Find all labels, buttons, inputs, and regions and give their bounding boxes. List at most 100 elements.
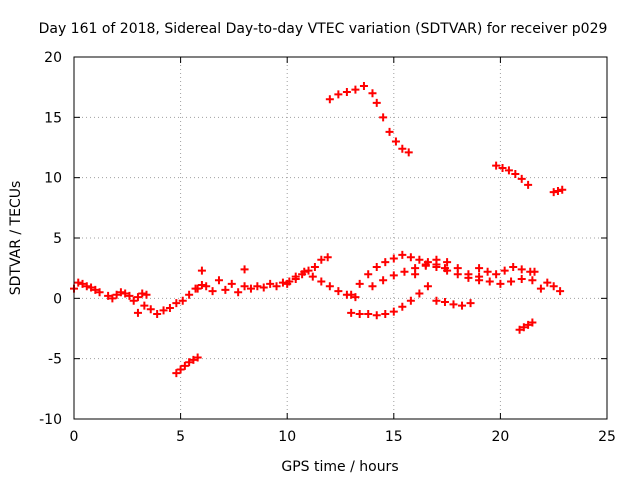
data-point	[108, 294, 117, 303]
data-point	[172, 369, 181, 378]
data-point	[300, 267, 309, 276]
y-axis-label: SDTVAR / TECUs	[8, 181, 24, 296]
data-point	[398, 302, 407, 311]
data-point	[398, 144, 407, 153]
data-series-arc-6	[240, 253, 332, 293]
data-point	[498, 164, 507, 173]
data-series-arc-17	[530, 267, 565, 296]
data-point	[227, 279, 236, 288]
data-point	[87, 283, 96, 292]
data-point	[140, 301, 149, 310]
data-series-arc-2	[104, 288, 151, 305]
data-point	[104, 291, 113, 300]
data-point	[530, 267, 539, 276]
data-point	[368, 282, 377, 291]
data-point	[504, 166, 513, 175]
data-point	[334, 287, 343, 296]
data-point	[432, 262, 441, 271]
data-point	[202, 282, 211, 291]
data-point	[368, 89, 377, 98]
data-point	[197, 281, 206, 290]
data-point	[291, 275, 300, 284]
data-point	[121, 289, 130, 298]
data-point	[364, 310, 373, 319]
data-point	[492, 270, 501, 279]
data-point	[381, 310, 390, 319]
data-point	[421, 260, 430, 269]
data-point	[240, 282, 249, 291]
data-point	[334, 90, 343, 99]
data-point	[325, 95, 334, 104]
data-point	[400, 267, 409, 276]
data-point	[308, 272, 317, 281]
data-point	[347, 308, 356, 317]
data-point	[458, 301, 467, 310]
data-point	[146, 305, 155, 314]
data-point	[372, 262, 381, 271]
data-point	[528, 276, 537, 285]
data-point	[379, 113, 388, 122]
data-point	[466, 299, 475, 308]
data-point	[272, 282, 281, 291]
data-point	[549, 188, 558, 197]
data-series-arc-4	[172, 353, 202, 378]
data-point	[317, 255, 326, 264]
data-point	[153, 310, 162, 319]
data-point	[129, 296, 138, 305]
y-tick-label: 0	[53, 291, 62, 307]
data-point	[415, 255, 424, 264]
data-series-arc-18	[549, 185, 567, 197]
data-point	[214, 276, 223, 285]
data-series-arc-13	[432, 296, 475, 310]
data-point	[359, 81, 368, 90]
data-point	[180, 361, 189, 370]
data-point	[517, 265, 526, 274]
y-tick-label: 10	[44, 171, 62, 187]
data-point	[432, 255, 441, 264]
data-point	[351, 293, 360, 302]
data-point	[133, 293, 142, 302]
data-point	[389, 254, 398, 263]
data-point	[342, 87, 351, 96]
data-point	[558, 185, 567, 194]
data-point	[193, 353, 202, 362]
plot-frame	[73, 56, 608, 420]
data-point	[91, 285, 100, 294]
data-point	[240, 265, 249, 274]
x-tick-label: 10	[278, 429, 296, 445]
data-point	[423, 282, 432, 291]
data-point	[372, 311, 381, 320]
data-point	[443, 266, 452, 275]
data-point	[553, 186, 562, 195]
x-tick-label: 15	[385, 429, 403, 445]
data-point	[172, 299, 181, 308]
data-point	[404, 148, 413, 157]
data-point	[193, 284, 202, 293]
data-series-arc-16	[515, 318, 537, 334]
data-point	[347, 290, 356, 299]
data-point	[259, 283, 268, 292]
data-point	[78, 279, 87, 288]
data-point	[464, 270, 473, 279]
data-point	[543, 278, 552, 287]
data-point	[364, 270, 373, 279]
data-point	[310, 262, 319, 271]
data-point	[440, 297, 449, 306]
data-point	[443, 258, 452, 267]
data-point	[411, 270, 420, 279]
data-point	[266, 279, 275, 288]
data-point	[142, 290, 151, 299]
data-point	[74, 278, 83, 287]
x-tick-label: 0	[70, 429, 79, 445]
data-point	[496, 279, 505, 288]
data-series-arc-10	[347, 282, 432, 320]
x-tick-label: 20	[491, 429, 509, 445]
data-point	[483, 267, 492, 276]
data-series-arc-15	[492, 161, 533, 189]
x-axis-label: GPS time / hours	[281, 459, 398, 475]
data-point	[549, 282, 558, 291]
data-point	[406, 296, 415, 305]
data-point	[556, 287, 565, 296]
data-points	[70, 81, 567, 378]
grid	[74, 57, 607, 419]
